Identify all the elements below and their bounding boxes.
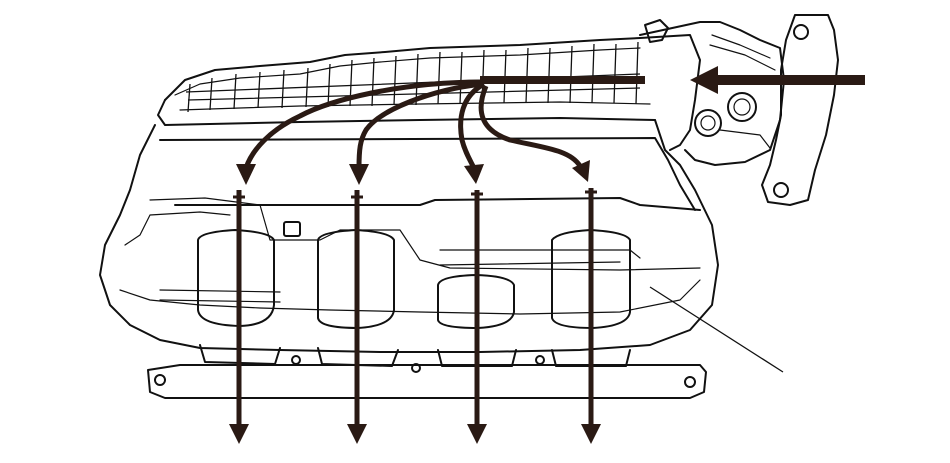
runner-flow-1	[229, 190, 249, 444]
flow-curve-cylinder-4	[478, 85, 583, 168]
plenum-chamber	[157, 34, 701, 151]
flow-arrow-icon	[347, 424, 367, 444]
flow-arrow-icon	[572, 160, 590, 182]
flow-curve-cylinder-1	[243, 79, 483, 169]
throttle-body	[639, 14, 839, 206]
runner-flow-2	[347, 190, 367, 444]
runner-flow-4	[581, 188, 601, 444]
runner-flow-3	[467, 190, 487, 444]
manifold-body	[99, 119, 719, 367]
mounting-flange	[147, 355, 707, 399]
flow-curve-cylinder-3	[458, 81, 486, 170]
flow-arrow-icon	[236, 164, 256, 185]
inlet-flow-arrow-icon	[480, 66, 865, 94]
flow-arrow-icon	[349, 164, 369, 185]
leader-line	[649, 286, 784, 373]
flow-curve-cylinder-2	[356, 81, 483, 169]
flow-arrow-icon	[581, 424, 601, 444]
flow-arrow-icon	[464, 164, 484, 184]
flow-arrow-icon	[467, 424, 487, 444]
flow-arrow-icon	[229, 424, 249, 444]
airflow-arrows	[229, 66, 865, 444]
